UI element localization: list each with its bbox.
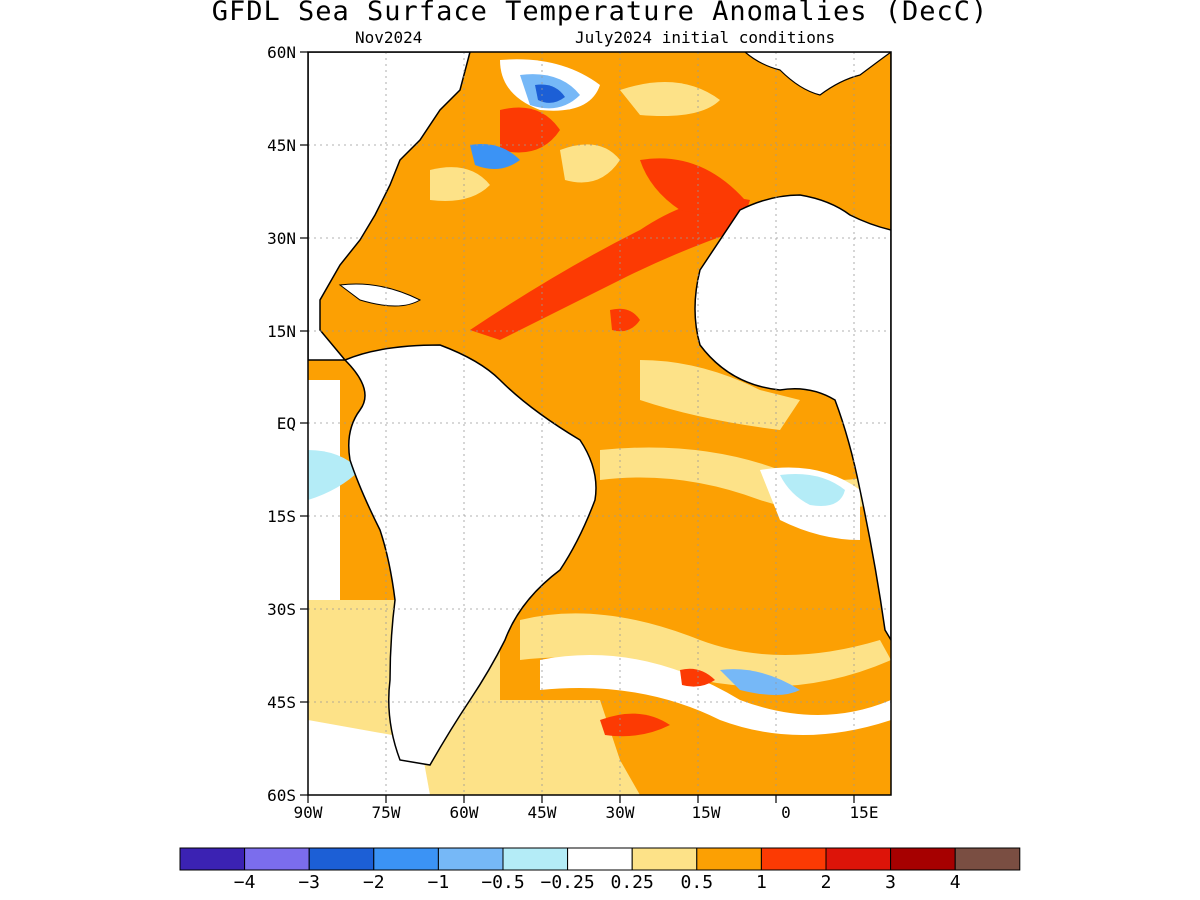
map-title: GFDL Sea Surface Temperature Anomalies (…: [211, 0, 989, 27]
valid-month-label: Nov2024: [355, 28, 423, 47]
anomaly-cool-angola: [780, 474, 845, 506]
colorbar-swatch: [373, 847, 439, 871]
anomaly-hot-newfoundland: [500, 107, 560, 153]
colorbar-label: −0.5: [481, 872, 525, 893]
colorbar-swatch: [502, 847, 569, 871]
anomaly-cool-nova-scotia: [470, 144, 520, 169]
colorbar-label: −4: [233, 872, 256, 893]
colorbar-label: 1: [755, 872, 767, 893]
colorbar-swatch: [437, 847, 504, 871]
colorbar-label: 2: [820, 872, 832, 893]
lon-label: 90W: [293, 803, 323, 822]
north-america-land: [308, 52, 471, 361]
lon-label: 0: [781, 803, 791, 822]
lon-label: 45W: [527, 803, 557, 822]
anomaly-neutral-band: [540, 655, 891, 735]
africa-europe-land: [694, 52, 891, 642]
anomaly-mild-south: [440, 700, 640, 795]
lat-label: EQ: [276, 414, 296, 433]
colorbar-swatch: [954, 847, 1021, 871]
lon-label: 15E: [849, 803, 879, 822]
colorbar-label: −2: [362, 872, 385, 893]
colorbar-label: 4: [949, 872, 961, 893]
anomaly-hot-south-2: [680, 668, 715, 687]
colorbar-label: −0.25: [540, 872, 595, 893]
colorbar-swatch: [179, 847, 246, 871]
lat-label: 60N: [267, 43, 296, 62]
map-gridlines: [308, 52, 891, 795]
colorbar-label: 3: [885, 872, 897, 893]
lat-label: 15S: [267, 507, 296, 526]
colorbar-swatch: [244, 847, 310, 871]
south-america-land: [343, 344, 597, 766]
lat-label: 45S: [267, 693, 296, 712]
colorbar-label: −3: [298, 872, 321, 893]
anomaly-hot-band: [470, 198, 750, 340]
anomaly-cool-pacific: [308, 450, 360, 500]
anomaly-mild-band-1: [520, 613, 891, 687]
colorbar-label: −1: [427, 872, 450, 893]
anomaly-mild-gulfstream: [430, 167, 490, 201]
anomaly-mild-gulf-guinea: [640, 360, 800, 430]
colorbar-swatch: [825, 847, 892, 871]
lat-label: 60S: [267, 786, 296, 805]
colorbar-swatch: [567, 847, 633, 871]
colorbar-swatch: [631, 847, 698, 871]
europe-north-land: [744, 52, 891, 96]
lon-label: 75W: [371, 803, 401, 822]
lat-label: 45N: [267, 136, 296, 155]
lat-label: 30S: [267, 600, 296, 619]
anomaly-mild-north-2: [620, 82, 720, 116]
colorbar-swatch: [760, 847, 827, 871]
colorbar-swatch: [696, 847, 762, 871]
anomaly-mild-north: [560, 144, 620, 183]
lat-label: 15N: [267, 322, 296, 341]
anomaly-cold-labrador: [535, 84, 565, 103]
anomaly-cool-south: [720, 669, 800, 695]
lon-label: 15W: [691, 803, 721, 822]
lat-label: 30N: [267, 229, 296, 248]
colorbar-label: 0.5: [680, 872, 714, 893]
colorbar-swatch: [308, 847, 375, 871]
colorbar: [179, 847, 1021, 871]
initial-conditions-label: July2024 initial conditions: [575, 28, 836, 47]
anomaly-hot-azores: [640, 158, 745, 214]
colorbar-swatch: [890, 847, 956, 871]
colorbar-label: 0.25: [610, 872, 654, 893]
cuba-land: [338, 283, 422, 307]
axis-ticks: [300, 51, 855, 803]
anomaly-hot-south: [600, 713, 670, 737]
lon-label: 60W: [449, 803, 479, 822]
lon-label: 30W: [605, 803, 635, 822]
anomaly-hot-spot: [610, 308, 640, 332]
